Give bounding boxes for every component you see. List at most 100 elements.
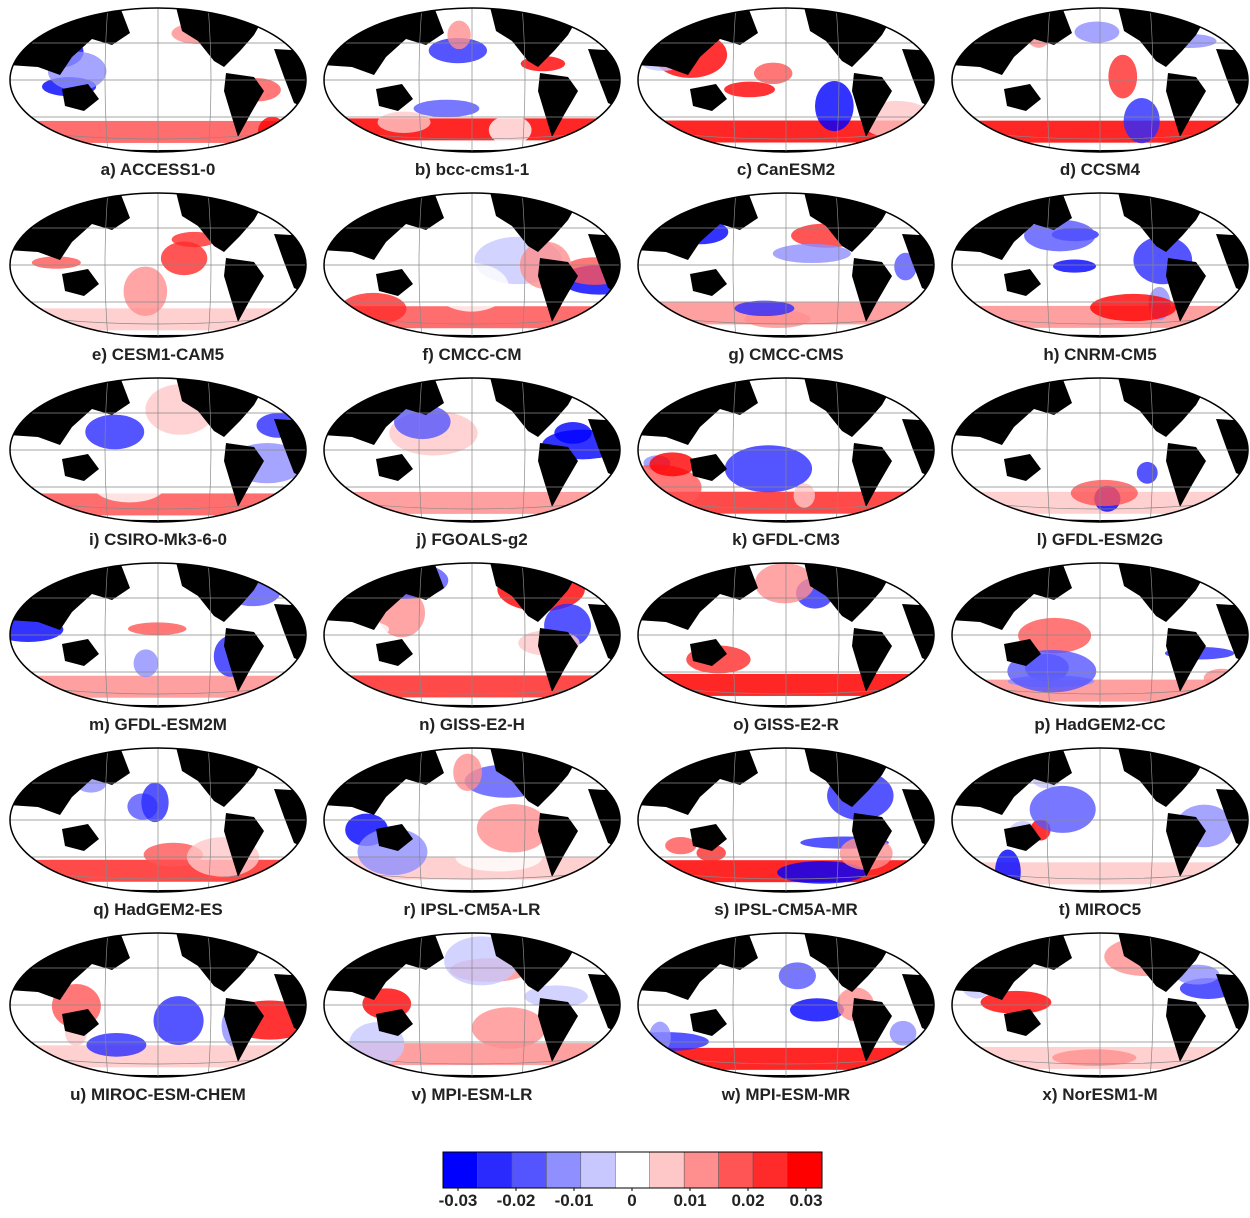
anomaly-patch [85, 415, 144, 450]
map-panel [636, 190, 936, 340]
colorbar-tick-label: 0 [627, 1191, 636, 1210]
anomaly-patch [1137, 462, 1158, 484]
anomaly-patch [489, 115, 532, 145]
land [8, 745, 308, 895]
land [636, 560, 936, 710]
land [636, 930, 936, 1080]
map-panel [950, 5, 1250, 155]
anomaly-patch [754, 63, 792, 84]
panel-label: x) NorESM1-M [1042, 1085, 1157, 1104]
map-panel [0, 560, 308, 710]
land [950, 5, 1250, 155]
anomaly-patch [905, 571, 927, 592]
land [8, 560, 308, 710]
colorbar-tick-label: 0.01 [673, 1191, 706, 1210]
anomaly-patch [340, 293, 406, 325]
anomaly-patch [779, 962, 816, 989]
panel-label: h) CNRM-CM5 [1043, 345, 1156, 364]
panel-label: o) GISS-E2-R [733, 715, 839, 734]
land [950, 375, 1250, 525]
land [950, 190, 1250, 340]
colorbar-swatch [477, 1152, 511, 1188]
colorbar-swatch [684, 1152, 718, 1188]
panel-label: a) ACCESS1-0 [101, 160, 216, 179]
panel-label: u) MIROC-ESM-CHEM [70, 1085, 246, 1104]
anomaly-patch [774, 389, 794, 420]
anomaly-patch [1204, 669, 1240, 688]
map-panel [612, 375, 936, 525]
anomaly-patch [93, 469, 165, 502]
panel-label: q) HadGEM2-ES [93, 900, 222, 919]
land [636, 5, 936, 155]
map-panel [950, 560, 1250, 710]
panel-label: t) MIROC5 [1059, 900, 1141, 919]
panel-label: m) GFDL-ESM2M [89, 715, 227, 734]
land [636, 190, 936, 340]
colorbar-swatch [753, 1152, 787, 1188]
map-panel [8, 5, 308, 155]
land [8, 930, 308, 1080]
map-panel [636, 560, 936, 710]
anomaly-patch [1071, 480, 1138, 506]
land [8, 375, 308, 525]
anomaly-patch [554, 422, 591, 444]
land [322, 560, 622, 710]
land [636, 745, 936, 895]
anomaly-patch [154, 996, 204, 1045]
anomaly-patch [815, 81, 854, 131]
anomaly-patch [453, 754, 482, 791]
panel-label: l) GFDL-ESM2G [1037, 530, 1164, 549]
colorbar-tick-label: -0.02 [497, 1191, 536, 1210]
colorbar-swatch [719, 1152, 753, 1188]
colorbar-tick-label: -0.01 [555, 1191, 594, 1210]
anomaly-patch [434, 263, 509, 312]
map-panel [322, 190, 638, 340]
anomaly-patch [447, 21, 470, 49]
land [950, 745, 1250, 895]
panel-label: i) CSIRO-Mk3-6-0 [89, 530, 227, 549]
map-panel [322, 930, 622, 1080]
map-panel [950, 375, 1250, 525]
map-panel [636, 5, 936, 155]
map-panel [950, 745, 1250, 895]
map-panel [322, 5, 622, 155]
map-panel [322, 560, 622, 710]
colorbar-tick-label: 0.03 [789, 1191, 822, 1210]
land [322, 745, 622, 895]
colorbar-swatch [788, 1152, 822, 1188]
anomaly-patch [378, 112, 431, 133]
anomaly-patch [735, 301, 795, 316]
land [322, 930, 622, 1080]
land [8, 190, 308, 340]
anomaly-patch [724, 82, 775, 98]
map-panel [322, 745, 622, 895]
land [322, 5, 622, 155]
anomaly-patch [755, 563, 814, 603]
colorbar-swatch [615, 1152, 649, 1188]
land [636, 375, 936, 525]
map-panel [322, 375, 623, 525]
colorbar-tick-label: 0.02 [731, 1191, 764, 1210]
panel-label: b) bcc-cms1-1 [415, 160, 529, 179]
map-panel [8, 190, 308, 340]
map-panel [0, 745, 308, 895]
panel-label: g) CMCC-CMS [728, 345, 843, 364]
colorbar-swatch [650, 1152, 684, 1188]
panel-label: s) IPSL-CM5A-MR [714, 900, 858, 919]
anomaly-patch [1108, 55, 1137, 99]
anomaly-patch [649, 452, 695, 476]
anomaly-patch [472, 1007, 546, 1048]
panel-label: p) HadGEM2-CC [1034, 715, 1165, 734]
colorbar: -0.03 -0.02 -0.01 0 0.01 0.02 0.03 [439, 1152, 823, 1210]
map-panel [8, 930, 314, 1080]
colorbar-swatch [443, 1152, 477, 1188]
anomaly-patch [1075, 21, 1120, 42]
colorbar-tick-label: -0.03 [439, 1191, 478, 1210]
panel-label: j) FGOALS-g2 [415, 530, 527, 549]
map-panel [621, 930, 936, 1080]
map-panel [950, 930, 1250, 1080]
panel-label: v) MPI-ESM-LR [412, 1085, 533, 1104]
panel-label: k) GFDL-CM3 [732, 530, 840, 549]
anomaly-patch [141, 783, 168, 822]
